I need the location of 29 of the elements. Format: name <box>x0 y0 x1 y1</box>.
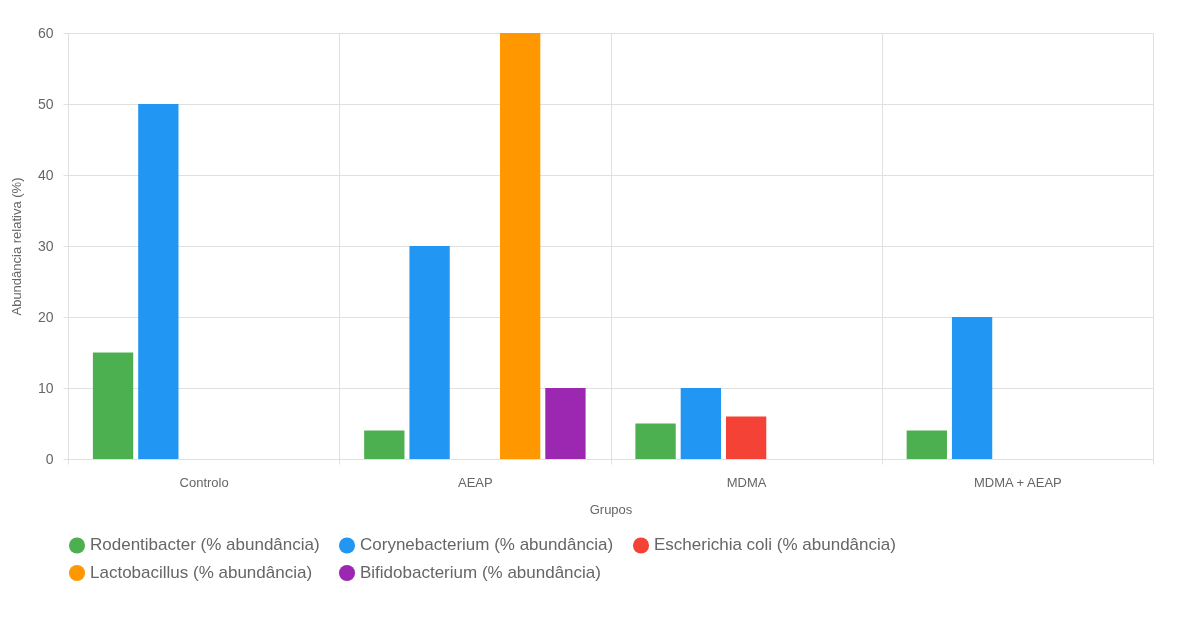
legend-label: Lactobacillus (% abundância) <box>90 563 313 582</box>
legend-label: Rodentibacter (% abundância) <box>90 535 320 555</box>
bar <box>500 33 541 459</box>
bar <box>545 388 586 459</box>
y-tick-label: 60 <box>37 24 54 41</box>
x-tick-label: MDMA <box>726 474 767 490</box>
y-tick-label: 50 <box>37 95 54 112</box>
legend-label: Escherichia coli (% abundância) <box>654 535 896 555</box>
y-axis-title: Abundância relativa (%) <box>8 177 24 316</box>
y-tick-label: 10 <box>37 379 54 396</box>
x-tick-label: Controlo <box>179 474 229 490</box>
bar <box>725 416 767 459</box>
bar <box>409 246 450 459</box>
y-tick-label: 20 <box>37 308 54 325</box>
bar <box>92 352 134 459</box>
y-tick-label: 30 <box>37 237 54 254</box>
legend-label: Corynebacterium (% abundância) <box>360 535 614 555</box>
bar <box>680 388 721 459</box>
bar <box>951 317 993 459</box>
x-tick-label: AEAP <box>458 474 493 490</box>
y-tick-label: 40 <box>37 166 54 183</box>
x-tick-label: MDMA + AEAP <box>973 474 1062 490</box>
x-axis-title: Grupos <box>589 501 633 517</box>
y-tick-label: 0 <box>45 450 54 467</box>
bar <box>635 423 676 459</box>
bar <box>138 104 179 459</box>
bar <box>906 430 947 459</box>
bar <box>364 430 405 459</box>
legend-label: Bifidobacterium (% abundância) <box>360 563 601 582</box>
